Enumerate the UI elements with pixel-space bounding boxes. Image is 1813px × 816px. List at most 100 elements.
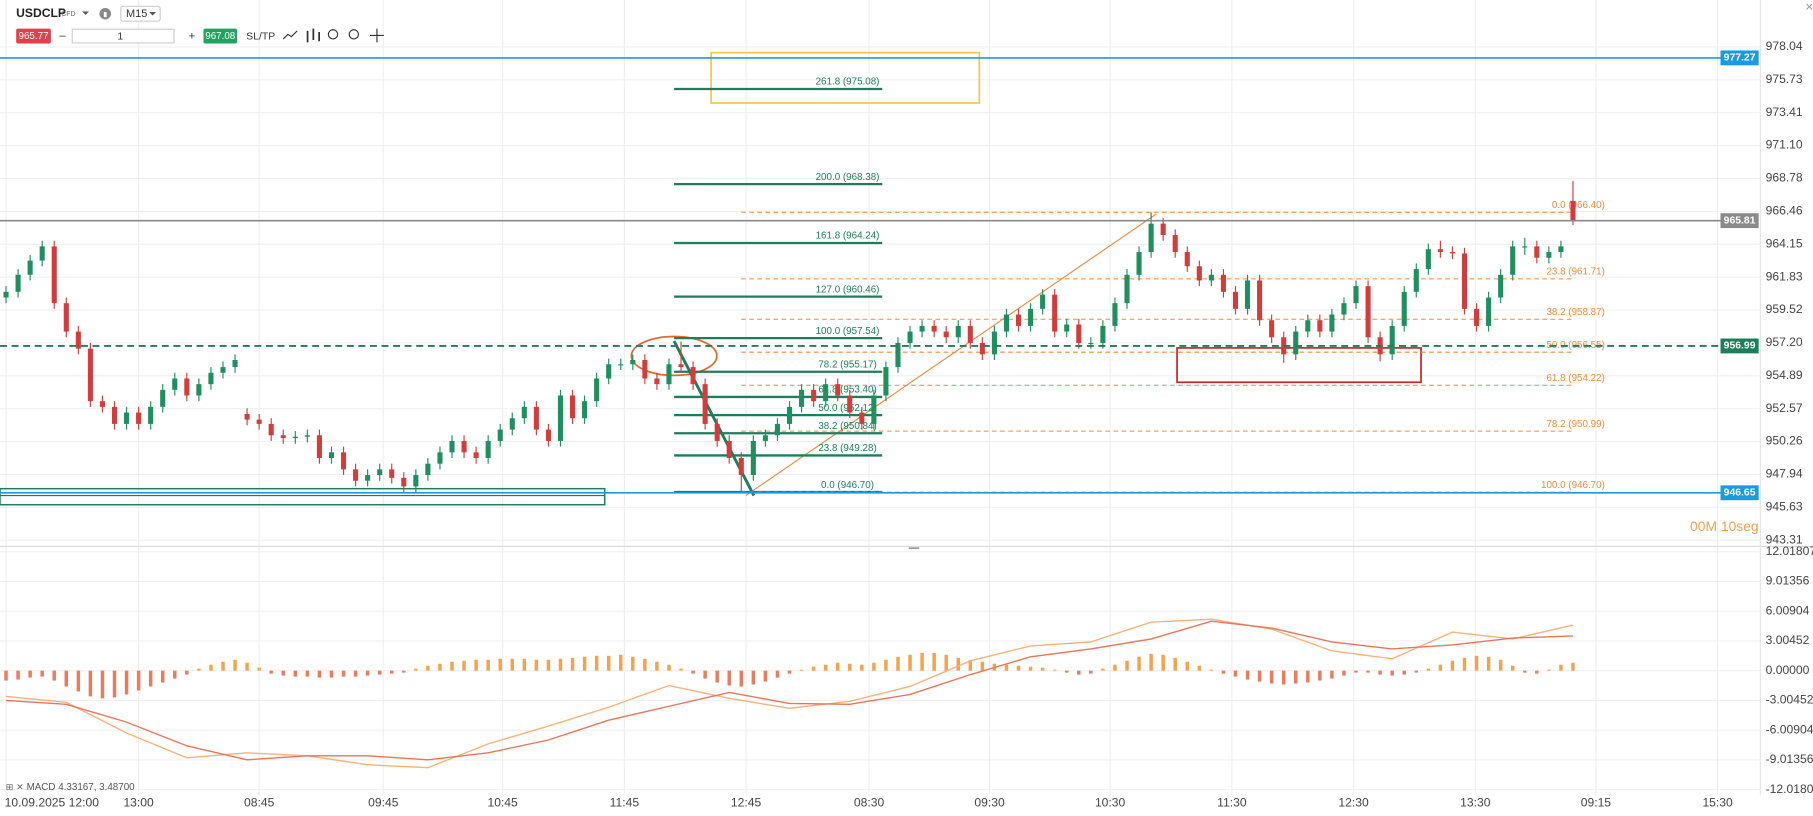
histogram-bar <box>1161 654 1165 671</box>
histogram-bar <box>835 662 840 671</box>
histogram-bar <box>510 658 515 671</box>
symbol: USDCLP <box>16 6 66 20</box>
histogram-bar <box>1559 664 1563 671</box>
histogram-bar <box>787 670 792 674</box>
histogram-bar <box>1197 665 1202 671</box>
fib-label: 61.8 (953.40) <box>818 385 876 396</box>
candle-body <box>377 469 383 476</box>
histogram-bar <box>136 670 141 691</box>
candle-body <box>353 469 359 481</box>
histogram-bar <box>353 670 358 677</box>
histogram-bar <box>305 670 310 677</box>
close-button[interactable]: ✕ <box>1805 3 1813 14</box>
y-tick-label: 12.01807 <box>1766 544 1813 558</box>
candle-body <box>1269 320 1275 338</box>
candle-body <box>835 384 841 396</box>
candle-body <box>111 406 118 424</box>
histogram-bar <box>546 659 551 671</box>
histogram-bar <box>1125 660 1129 671</box>
candle-body <box>569 395 576 419</box>
candle-tool-icon[interactable] <box>306 28 320 43</box>
candle-body <box>51 246 57 304</box>
candle-body <box>557 395 564 441</box>
volume: 1 <box>117 31 123 42</box>
candle-body <box>75 331 81 349</box>
candle-body <box>401 477 407 487</box>
histogram-bar <box>703 670 707 679</box>
fib-label: 261.8 (975.08) <box>816 77 880 88</box>
candle-body <box>1124 274 1130 304</box>
zoom-out-icon[interactable] <box>327 29 339 40</box>
histogram-bar <box>1257 670 1262 682</box>
histogram-bar <box>1510 665 1515 671</box>
candle-body <box>1413 269 1419 292</box>
price-label-box <box>1720 485 1759 501</box>
histogram-bar <box>1028 666 1033 671</box>
fib-label: 161.8 (964.24) <box>816 231 880 242</box>
timeframe-box[interactable] <box>120 5 161 22</box>
histogram-bar <box>570 657 575 671</box>
candle-body <box>521 406 527 419</box>
histogram-bar <box>1101 668 1105 671</box>
histogram-bar <box>896 656 900 671</box>
dropdown-icon[interactable] <box>149 12 157 16</box>
indicator-icons[interactable]: ⊞ ✕ <box>6 782 24 792</box>
zoom-in-icon[interactable] <box>348 29 360 40</box>
x-tick-label: 12:45 <box>731 796 762 810</box>
histogram-bar <box>1306 670 1310 683</box>
candle-body <box>1244 280 1251 309</box>
histogram-bar <box>1571 662 1575 671</box>
dropdown-icon[interactable] <box>82 11 90 15</box>
line-tool-icon[interactable] <box>282 30 298 40</box>
minus-button[interactable]: – <box>59 30 66 42</box>
histogram-bar <box>1547 669 1551 671</box>
histogram-bar <box>1245 670 1250 680</box>
sltp-button[interactable]: SL/TP <box>246 31 275 42</box>
fib-label: 127.0 (960.46) <box>816 284 880 295</box>
buy-button[interactable] <box>203 28 238 44</box>
volume-input[interactable] <box>71 28 175 44</box>
candle-body <box>1172 235 1178 253</box>
histogram-bar <box>28 670 32 678</box>
histogram-bar <box>763 670 768 682</box>
y-tick-label: 975.73 <box>1766 72 1803 86</box>
candle-body <box>172 378 178 390</box>
candle-body <box>931 325 937 332</box>
histogram-bar <box>1402 670 1406 675</box>
candle-body <box>714 423 720 441</box>
candle-body <box>316 435 322 458</box>
candle-body <box>184 378 190 396</box>
candle-body <box>1076 324 1082 343</box>
candle-body <box>967 325 973 343</box>
x-tick-label: 09:15 <box>1581 796 1612 810</box>
candle-body <box>365 475 371 481</box>
candle-body <box>328 452 335 458</box>
histogram-bar <box>329 670 334 678</box>
candle-body <box>63 303 69 332</box>
candle-body <box>1365 286 1371 338</box>
histogram-bar <box>64 670 69 687</box>
histogram-bar <box>667 664 671 671</box>
price-label-box <box>1720 213 1759 229</box>
plus-button[interactable]: + <box>189 31 196 43</box>
candle-body <box>1449 252 1455 254</box>
histogram-bar <box>811 666 816 671</box>
histogram-bar <box>848 663 852 671</box>
candle-body <box>160 389 166 407</box>
sell-button[interactable] <box>16 28 51 44</box>
candle-body <box>437 452 443 464</box>
x-tick-label: 15:30 <box>1702 796 1733 810</box>
histogram-bar <box>293 670 298 677</box>
histogram-bar <box>1390 670 1394 676</box>
candle-body <box>630 359 636 365</box>
candle-body <box>786 406 793 424</box>
candle-body <box>99 401 105 407</box>
highlight-rect <box>710 51 981 104</box>
histogram-bar <box>100 670 105 699</box>
y-tick-label: 952.57 <box>1766 401 1803 415</box>
histogram-bar <box>1149 653 1153 671</box>
histogram-bar <box>739 670 744 687</box>
histogram-bar <box>1342 670 1346 676</box>
histogram-bar <box>1462 657 1467 671</box>
move-icon[interactable] <box>370 28 384 43</box>
